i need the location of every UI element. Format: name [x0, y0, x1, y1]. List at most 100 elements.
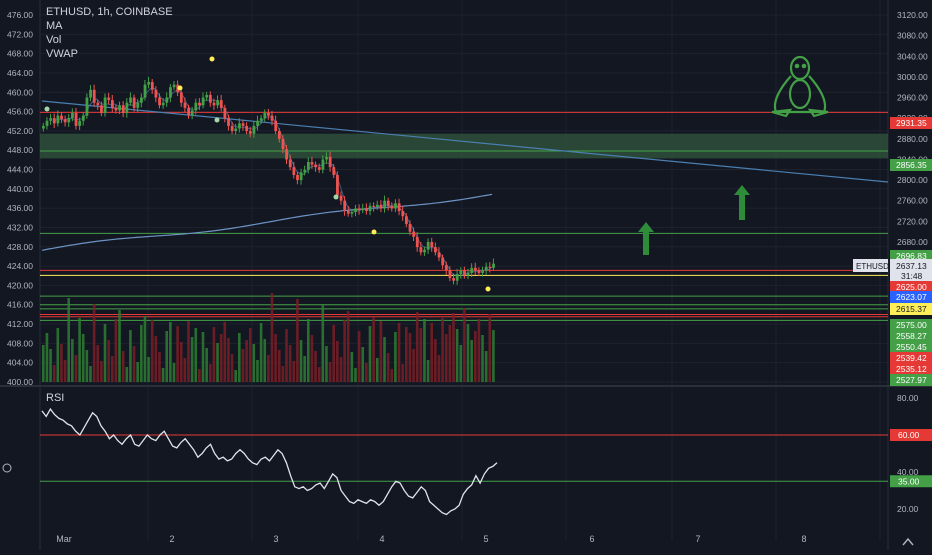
volume-bar [132, 346, 136, 382]
volume-bar [328, 362, 332, 382]
volume-bar [208, 364, 212, 382]
candle-body [386, 200, 390, 206]
volume-bar [386, 353, 390, 382]
candle-body [488, 266, 492, 268]
candle-body [49, 118, 53, 121]
up-arrow-icon [734, 185, 750, 220]
volume-bar [390, 369, 394, 382]
volume-bar [169, 322, 172, 382]
volume-bar [158, 352, 161, 382]
ma-indicator-label[interactable]: MA [46, 20, 63, 32]
volume-bar [216, 343, 219, 382]
candle-body [121, 105, 125, 114]
right-axis-tick: 2680.00 [897, 237, 928, 247]
volume-bar [230, 354, 234, 382]
volume-bar [125, 367, 129, 382]
left-axis-tick: 424.00 [7, 261, 33, 271]
settings-icon[interactable] [2, 463, 12, 473]
volume-bar [288, 345, 292, 382]
candle-body [150, 82, 154, 90]
right-axis-tick: 3120.00 [897, 10, 928, 20]
left-axis-tick: 444.00 [7, 165, 33, 175]
signal-dot [485, 286, 491, 292]
candle-body [45, 120, 49, 126]
symbol-tag-text: ETHUSD [856, 262, 889, 271]
vwap-indicator-label[interactable]: VWAP [46, 48, 78, 60]
candle-body [103, 97, 107, 114]
candle-body [216, 100, 220, 106]
volume-bar [368, 326, 372, 382]
volume-bar [172, 363, 176, 382]
candle-body [67, 118, 71, 123]
left-axis-tick: 408.00 [7, 338, 33, 348]
candle-body [208, 94, 212, 103]
volume-bar [455, 329, 459, 382]
candle-body [219, 100, 223, 108]
x-axis-tick: 5 [483, 534, 488, 544]
candle-body [296, 174, 299, 181]
candle-body [379, 204, 383, 209]
volume-bar [488, 314, 492, 382]
candle-body [299, 172, 303, 181]
price-label [890, 363, 932, 375]
volume-bar [452, 313, 455, 382]
candle-body [234, 128, 238, 132]
candle-body [154, 89, 158, 98]
vol-indicator-label[interactable]: Vol [46, 34, 62, 46]
penguin-belly [788, 78, 812, 110]
volume-bar [408, 333, 412, 382]
left-axis-tick: 400.00 [7, 377, 33, 387]
right-axis-tick: 2880.00 [897, 134, 928, 144]
candle-body [463, 270, 466, 276]
candle-body [473, 267, 477, 271]
price-label [890, 319, 932, 331]
signal-dot [177, 85, 183, 91]
symbol-title[interactable]: ETHUSD, 1h, COINBASE [46, 6, 173, 18]
volume-bar [281, 366, 285, 382]
volume-bar [263, 339, 267, 382]
candle-body [63, 119, 67, 123]
volume-bar [321, 305, 325, 382]
right-axis-tick: 3040.00 [897, 51, 928, 61]
candle-body [274, 120, 278, 132]
volume-bar [441, 318, 444, 382]
rsi-indicator-label[interactable]: RSI [46, 392, 65, 404]
candle-body [484, 266, 488, 271]
volume-bar [419, 328, 423, 382]
volume-bar [259, 323, 263, 382]
volume-bar [412, 349, 415, 382]
volume-bar [292, 361, 296, 382]
volume-bar [317, 367, 321, 382]
price-label-text: 2575.00 [896, 320, 927, 330]
rsi-label-text: 35.00 [898, 476, 920, 486]
left-axis-tick: 472.00 [7, 29, 33, 39]
volume-bar [92, 304, 96, 382]
left-axis-tick: 464.00 [7, 68, 33, 78]
candle-body [125, 102, 129, 114]
volume-bar [470, 340, 473, 382]
candle-body [394, 203, 397, 209]
volume-bar [310, 335, 314, 382]
left-axis-tick: 468.00 [7, 49, 33, 59]
volume-bar [223, 322, 227, 382]
volume-bar [45, 333, 49, 382]
volume-bar [143, 316, 147, 382]
volume-bar [238, 333, 241, 382]
candle-body [390, 205, 394, 209]
volume-bar [372, 317, 375, 382]
right-axis-tick: 2960.00 [897, 93, 928, 103]
candle-body [179, 92, 183, 103]
last-price-label [890, 259, 932, 281]
left-axis-tick: 456.00 [7, 107, 33, 117]
left-axis-tick: 448.00 [7, 145, 33, 155]
volume-bar [274, 334, 277, 382]
candle-body [372, 205, 376, 207]
volume-bar [314, 351, 317, 382]
price-label [890, 159, 932, 171]
arrow-head [734, 185, 750, 195]
volume-bar [107, 340, 110, 382]
chevron-up-icon[interactable] [902, 537, 914, 546]
candle-body [415, 236, 419, 248]
